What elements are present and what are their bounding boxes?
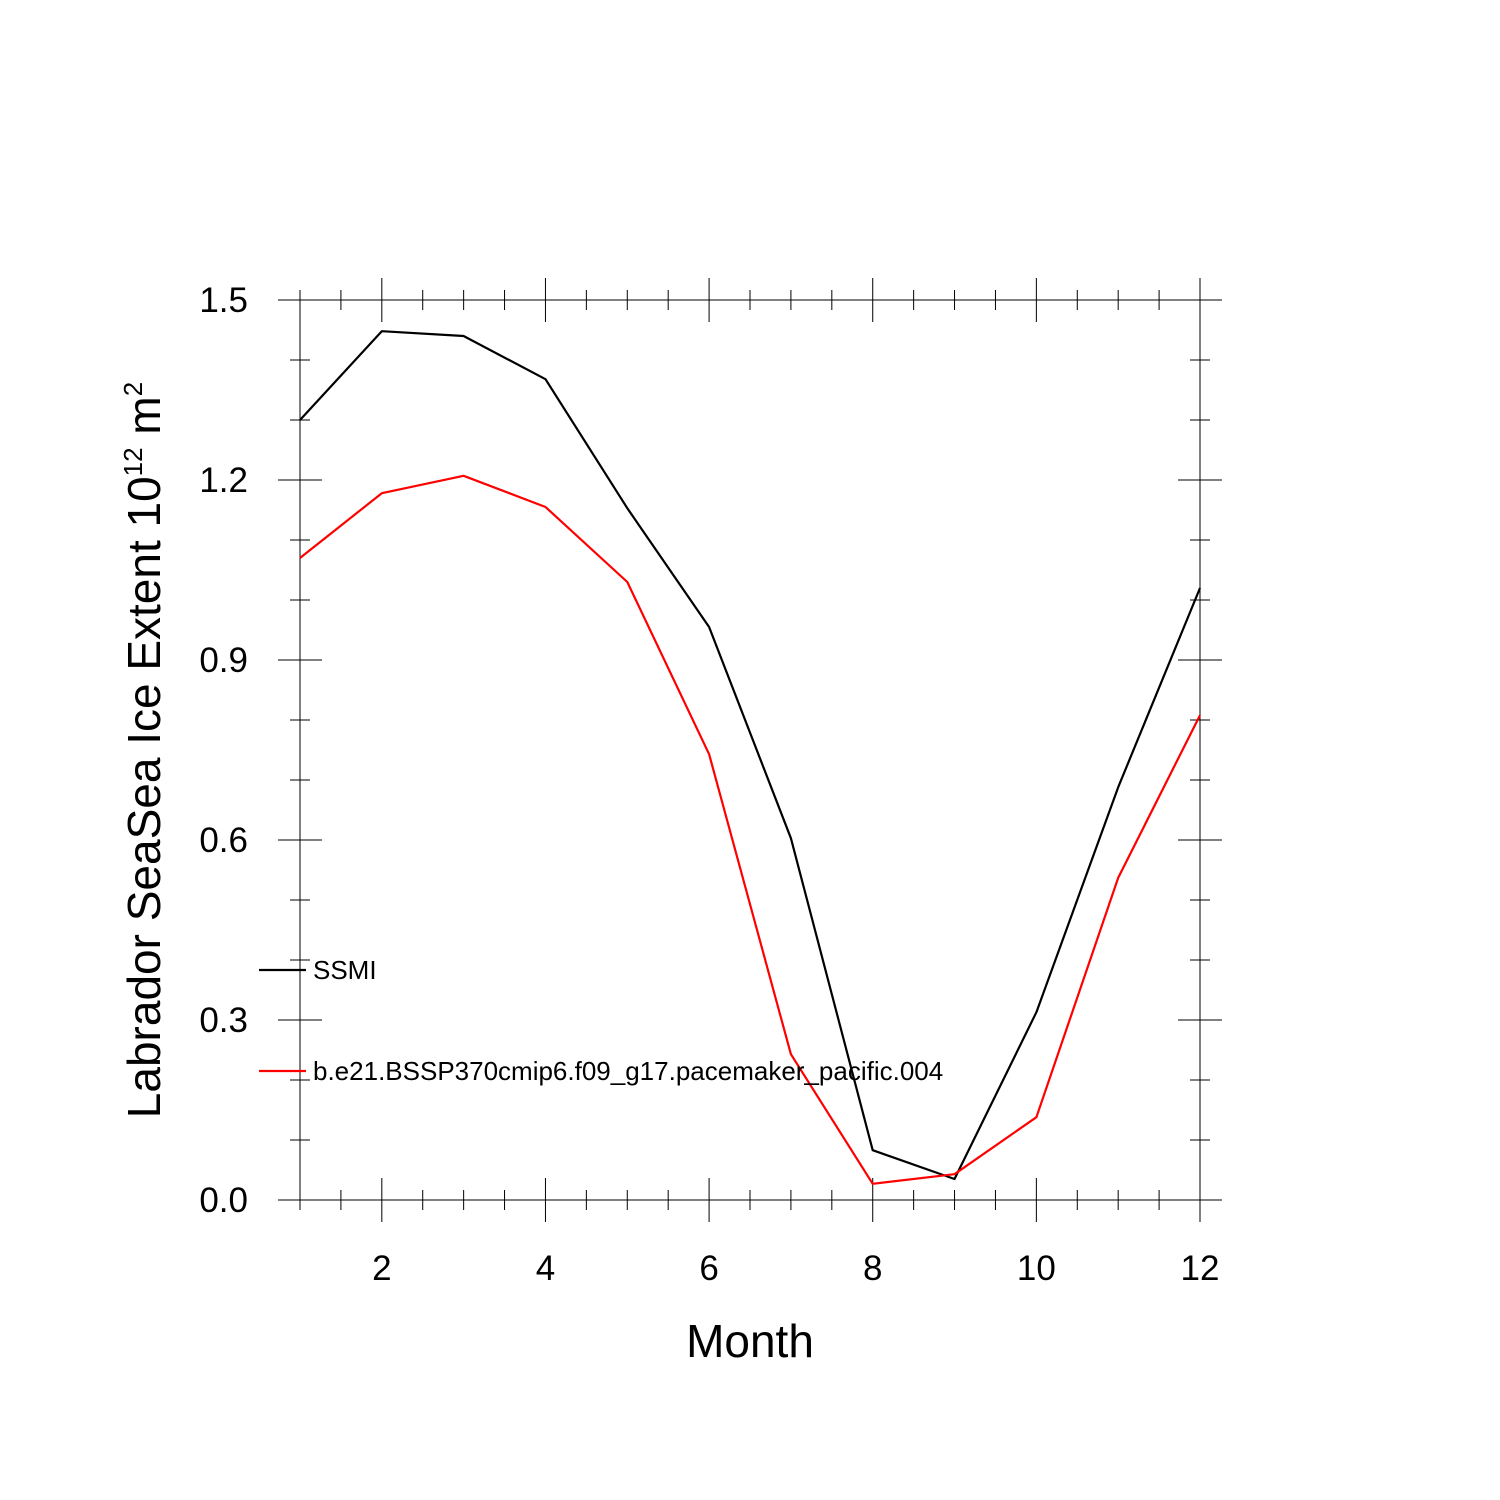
y-tick-label: 1.5 [199,281,248,320]
x-tick-label: 12 [1181,1249,1220,1288]
y-tick-label: 0.3 [199,1001,248,1040]
legend: SSMI b.e21.BSSP370cmip6.f09_g17.pacemaker… [259,955,943,1086]
legend-label: SSMI [313,955,377,985]
x-axis-title: Month [686,1315,814,1367]
axis-ticks: 2 4 6 8 10 12 0.0 0.3 0.6 0.9 1.2 1.5 [199,278,1222,1288]
series-lines [299,330,1202,1185]
x-tick-label: 6 [699,1249,718,1288]
y-axis-title: Labrador SeaSea Ice Extent 1012 m2 [118,382,170,1118]
y-axis-title-exp1: 12 [118,447,148,476]
y-tick-label: 0.6 [199,821,248,860]
y-tick-label: 1.2 [199,461,248,500]
y-axis-title-base: Labrador SeaSea Ice Extent 10 [118,476,170,1118]
x-tick-label: 10 [1017,1249,1056,1288]
legend-label: b.e21.BSSP370cmip6.f09_g17.pacemaker_pac… [313,1056,943,1086]
series-line-1 [299,474,1201,1185]
x-tick-label: 8 [863,1249,882,1288]
series-line-0 [299,330,1202,1181]
y-axis-title-exp2: 2 [118,382,148,396]
y-axis-title-unit: m [118,396,170,447]
y-tick-label: 0.0 [199,1181,248,1220]
y-tick-label: 0.9 [199,641,248,680]
x-tick-label: 4 [536,1249,555,1288]
x-tick-label: 2 [372,1249,391,1288]
